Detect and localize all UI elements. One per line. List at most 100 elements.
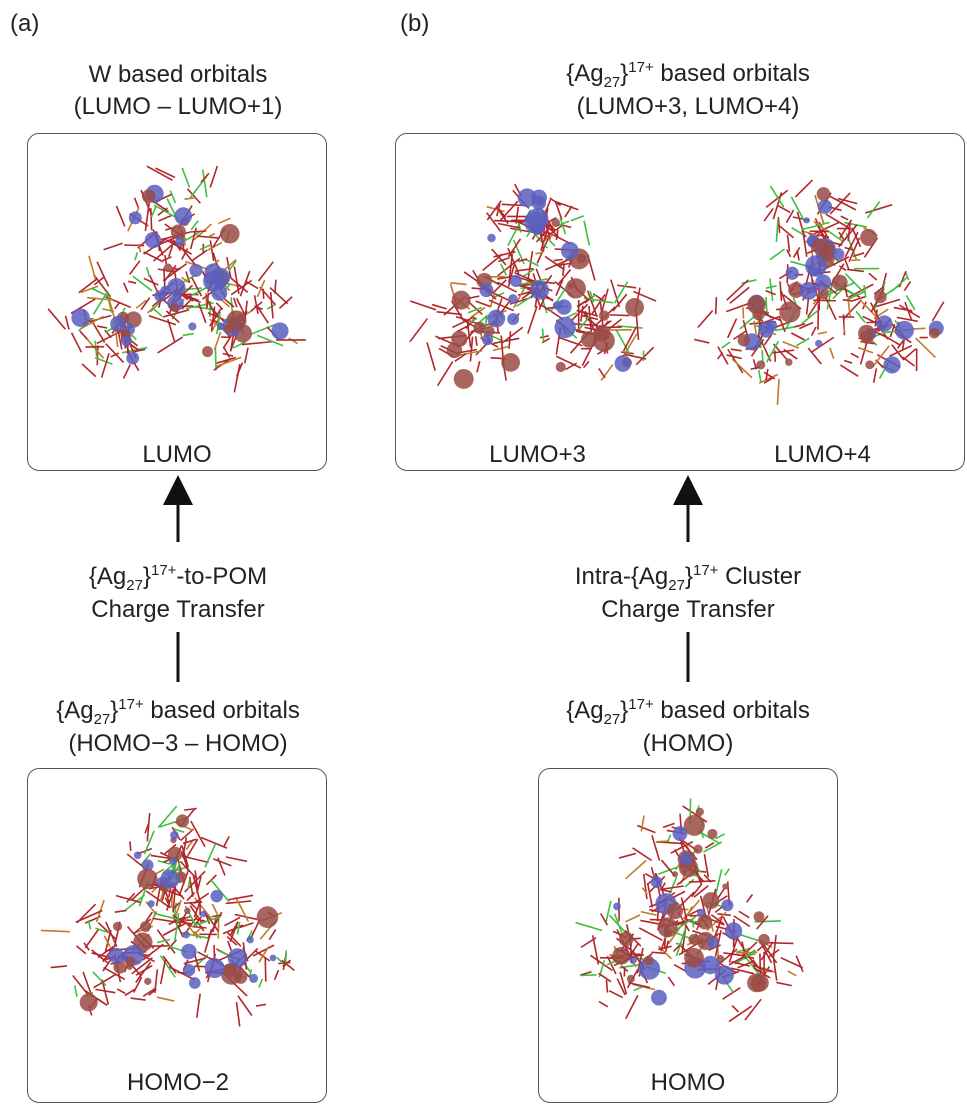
- orbital-lobe: [110, 316, 126, 332]
- orbital-lobe: [895, 321, 914, 340]
- orbital-lobe: [479, 283, 493, 297]
- panel-label: (b): [400, 10, 429, 38]
- bond: [250, 325, 275, 335]
- orbital-lobe: [779, 301, 800, 322]
- bond: [205, 929, 212, 952]
- bond: [245, 348, 248, 364]
- bond: [267, 305, 274, 309]
- bond: [236, 1002, 239, 1026]
- bond: [829, 348, 833, 359]
- text-part: Cluster: [718, 563, 801, 590]
- text-part: 17+: [628, 59, 653, 76]
- bond: [104, 243, 123, 250]
- bond: [135, 198, 139, 208]
- orbital-lobe: [672, 871, 678, 877]
- bond: [275, 970, 279, 980]
- bond: [501, 327, 522, 343]
- orbital-lobe: [145, 232, 161, 248]
- bond: [555, 202, 578, 210]
- text-part: 17+: [693, 562, 718, 579]
- orbital-lobe: [224, 324, 234, 334]
- bond: [184, 237, 185, 246]
- bond: [75, 985, 77, 996]
- bond: [685, 879, 694, 886]
- orbital-lobe: [667, 903, 683, 919]
- bond: [157, 997, 175, 1001]
- bond: [135, 252, 137, 260]
- bond: [903, 349, 915, 360]
- transition-label: {Ag27}17+-to-POM: [89, 562, 267, 594]
- bond: [157, 939, 170, 942]
- bond: [850, 353, 858, 357]
- orbital-lobe: [629, 956, 637, 964]
- orbital-lobe: [673, 826, 688, 841]
- bond: [795, 180, 812, 197]
- bond: [549, 198, 560, 206]
- orbital-lobe: [567, 283, 573, 289]
- bond: [410, 301, 436, 310]
- orbital-label: HOMO: [651, 1069, 726, 1097]
- bond: [259, 979, 262, 988]
- orbital-lobe: [860, 330, 874, 344]
- orbital-lobe: [928, 328, 939, 339]
- bond: [475, 301, 490, 307]
- orbital-lobe: [164, 263, 173, 272]
- orbital-lobe: [487, 310, 505, 328]
- bond: [184, 198, 193, 199]
- bond: [694, 339, 709, 342]
- orbital-lobe: [501, 353, 520, 372]
- orbital-lobe: [876, 315, 892, 331]
- orbital-label: LUMO: [142, 441, 211, 469]
- bond: [130, 261, 140, 275]
- orbital-lobe: [170, 303, 179, 312]
- text-part: {Ag: [566, 697, 603, 724]
- bond: [760, 971, 776, 972]
- text-part: }: [110, 697, 118, 724]
- bond: [265, 958, 266, 982]
- bond: [636, 347, 653, 364]
- bond: [501, 204, 523, 205]
- orbital-lobe: [220, 224, 240, 244]
- bond: [116, 206, 124, 227]
- orbital-lobe: [181, 944, 197, 960]
- bond: [842, 300, 850, 301]
- bond: [234, 364, 240, 392]
- bond: [601, 365, 613, 381]
- bond: [830, 193, 850, 214]
- bond: [188, 189, 201, 203]
- bond: [130, 841, 131, 851]
- bond: [475, 336, 476, 346]
- orbital-lobe: [270, 955, 277, 962]
- orbital-lobe: [205, 958, 225, 978]
- orbital-lobe: [785, 267, 798, 280]
- bond: [486, 213, 500, 232]
- orbital-lobe: [247, 936, 254, 943]
- bond: [797, 250, 799, 260]
- bond: [226, 857, 247, 861]
- bond: [528, 251, 532, 278]
- orbital-lobe: [831, 275, 847, 291]
- orbital-lobe: [175, 237, 184, 246]
- bond: [128, 281, 136, 283]
- bond: [765, 291, 775, 295]
- bond: [450, 283, 466, 285]
- bond: [704, 854, 708, 877]
- bond: [152, 308, 162, 317]
- text-part: }: [685, 563, 693, 590]
- orbital-lobe: [121, 336, 132, 347]
- orbital-lobe: [809, 267, 818, 276]
- bond: [115, 302, 120, 309]
- text-part: 17+: [118, 696, 143, 713]
- orbital-lobe: [565, 278, 585, 298]
- section-title: {Ag27}17+ based orbitals: [566, 696, 810, 728]
- bond: [527, 306, 536, 333]
- orbital-lobe: [593, 325, 610, 342]
- bond: [606, 980, 607, 993]
- text-part: -to-POM: [176, 563, 267, 590]
- bond: [716, 869, 722, 895]
- bond: [764, 209, 773, 222]
- orbital-lobe: [140, 921, 151, 932]
- orbital-lobe: [148, 900, 155, 907]
- bond: [224, 836, 229, 847]
- bond: [124, 283, 128, 293]
